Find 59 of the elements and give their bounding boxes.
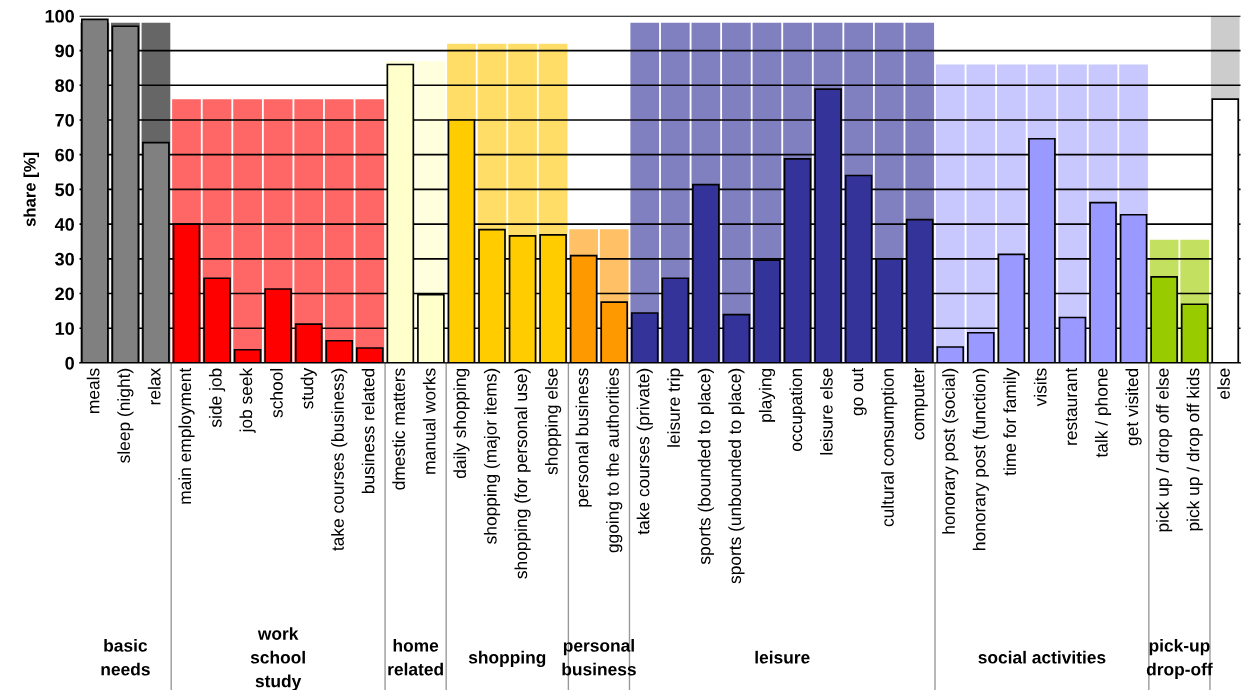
x-tick-label: sports (bounded to place) bbox=[697, 368, 714, 565]
x-tick-label: talk / phone bbox=[1094, 368, 1112, 458]
x-tick-label: ggoing to the authorities bbox=[606, 368, 623, 553]
y-tick-label: 30 bbox=[55, 252, 74, 266]
y-tick-label: 80 bbox=[55, 79, 74, 92]
x-tick-label: leisure trip bbox=[667, 368, 684, 447]
x-tick-label: computer bbox=[912, 368, 928, 440]
y-tick-label: 50 bbox=[55, 183, 74, 197]
text: home related bbox=[388, 638, 443, 676]
x-tick-label: playing bbox=[758, 368, 776, 422]
x-tick-label: personal business bbox=[575, 368, 592, 507]
bar bbox=[233, 99, 262, 363]
x-tick-label: sleep (night) bbox=[117, 368, 134, 463]
x-tick-label: dmestic matters bbox=[392, 368, 405, 490]
x-tick-label: side job bbox=[208, 368, 226, 428]
text: leisure bbox=[755, 650, 810, 664]
y-tick-label: 0 bbox=[65, 356, 74, 370]
y-tick-label: 70 bbox=[55, 113, 74, 127]
x-tick-label: cultural consumption bbox=[881, 368, 898, 527]
text: social activities bbox=[978, 650, 1106, 664]
x-tick-label: school bbox=[270, 368, 283, 418]
x-tick-label: honorary post (function) bbox=[972, 368, 989, 550]
x-tick-label: business related bbox=[361, 368, 375, 494]
x-tick-label: occupation bbox=[789, 368, 806, 452]
x-tick-label: leisure else bbox=[819, 368, 833, 455]
x-tick-label: take courses (private) bbox=[636, 368, 653, 535]
y-tick-label: 20 bbox=[55, 287, 74, 301]
x-tick-label: visits bbox=[1033, 368, 1047, 407]
y-tick-label: 90 bbox=[55, 44, 74, 58]
x-tick-label: pick up / drop off else bbox=[1156, 368, 1173, 532]
y-tick-label: 10 bbox=[55, 322, 74, 335]
text: basic needs bbox=[101, 638, 150, 676]
x-tick-label: shopping (major items) bbox=[483, 368, 501, 544]
x-tick-label: job seek bbox=[239, 367, 256, 433]
x-tick-label: daily shopping bbox=[453, 368, 470, 479]
y-axis-title: share [%] bbox=[23, 152, 40, 227]
y-tick-label: 100 bbox=[45, 9, 74, 23]
text: work school study bbox=[250, 627, 305, 690]
x-tick-label: study bbox=[300, 367, 317, 409]
x-tick-label: meals bbox=[86, 368, 100, 413]
x-tick-label: relax bbox=[147, 367, 161, 405]
x-tick-label: time for family bbox=[1003, 367, 1020, 476]
text: personal business bbox=[562, 638, 636, 676]
x-tick-label: go out bbox=[851, 367, 867, 416]
x-tick-label: get visited bbox=[1125, 368, 1142, 446]
y-tick-label: 60 bbox=[55, 148, 74, 162]
x-tick-label: honorary post (social) bbox=[942, 368, 959, 534]
text: shopping bbox=[468, 650, 546, 668]
y-tick-label: 40 bbox=[54, 218, 74, 231]
text: pick-up drop-off bbox=[1146, 638, 1213, 679]
x-tick-label: restaurant bbox=[1065, 367, 1078, 445]
x-tick-label: main employment bbox=[178, 367, 195, 504]
x-tick-label: else bbox=[1217, 368, 1230, 399]
x-tick-label: pick up / drop off kids bbox=[1186, 368, 1203, 531]
x-tick-label: manual works bbox=[422, 368, 436, 474]
x-tick-label: shopping (for personal use) bbox=[514, 368, 531, 579]
x-tick-label: shopping else bbox=[545, 368, 562, 475]
x-tick-label: sports (unbounded to place) bbox=[728, 368, 745, 584]
x-tick-label: take courses (business) bbox=[331, 368, 348, 551]
